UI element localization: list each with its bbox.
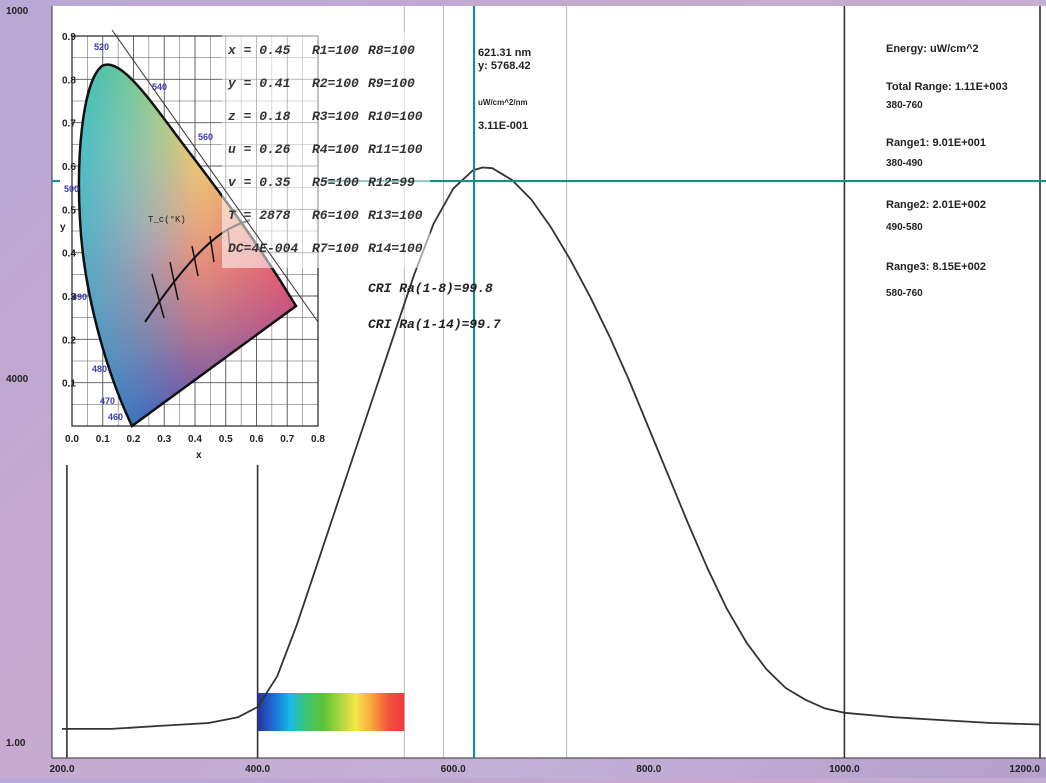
x-tick-label: 400.0 bbox=[245, 764, 270, 775]
cie-y-tick: 0.3 bbox=[62, 292, 76, 303]
cie-param-cell: R1=100 bbox=[312, 43, 359, 58]
cie-axis-ticks: 0.0 0.1 0.2 0.3 0.4 0.5 0.6 0.7 0.8 0.9 0.8 0.7 0.6 0… bbox=[62, 32, 325, 445]
series-group bbox=[62, 166, 1041, 730]
cie-y-tick: 0.1 bbox=[62, 379, 76, 390]
range3: Range3: 8.15E+002 bbox=[886, 261, 986, 273]
cie-param-cell: v = 0.35 bbox=[228, 175, 291, 190]
cie-x-tick: 0.4 bbox=[188, 434, 202, 445]
cursor-readout-line-3: uW/cm^2/nm bbox=[478, 98, 528, 107]
energy-title: Energy: uW/cm^2 bbox=[886, 43, 979, 55]
range1: Range1: 9.01E+001 bbox=[886, 137, 986, 149]
cri-ra-1-8: CRI Ra(1-8)=99.8 bbox=[368, 281, 493, 296]
cie-param-cell: R3=100 bbox=[312, 109, 359, 124]
cie-y-tick: 0.4 bbox=[62, 249, 76, 260]
cie-x-tick: 0.1 bbox=[96, 434, 110, 445]
cie-param-cell: R8=100 bbox=[368, 43, 415, 58]
x-tick-label: 200.0 bbox=[49, 764, 74, 775]
cie-param-cell: R6=100 bbox=[312, 208, 359, 223]
wavelength-label: 490 bbox=[72, 292, 87, 302]
cie-param-cell: y = 0.41 bbox=[227, 76, 290, 91]
energy-panel: Energy: uW/cm^2 Total Range: 1.11E+003 3… bbox=[886, 43, 1008, 299]
cursor-readout-line-4: 3.11E-001 bbox=[478, 120, 528, 132]
cie-x-tick: 0.6 bbox=[250, 434, 264, 445]
cie-ylabel: y bbox=[60, 222, 66, 233]
cie-param-cell: R7=100 bbox=[312, 241, 359, 256]
locus-label: T_c(°K) bbox=[148, 215, 186, 225]
cie-param-cell: T = 2878 bbox=[228, 208, 291, 223]
cie-y-tick: 0.6 bbox=[62, 162, 76, 173]
axes: 200.0 400.0 600.0 800.0 1000.0 1200.0 1000 4000… bbox=[6, 6, 1046, 775]
cie-y-tick: 0.8 bbox=[62, 75, 76, 86]
cie-param-cell: DC=4E-004 bbox=[228, 241, 298, 256]
cie-param-cell: R12=99 bbox=[368, 175, 415, 190]
cri-ra-1-14: CRI Ra(1-14)=99.7 bbox=[368, 317, 501, 332]
wavelength-label: 460 bbox=[108, 412, 123, 422]
cie-param-cell: R13=100 bbox=[368, 208, 423, 223]
cie-y-tick: 0.2 bbox=[62, 335, 76, 346]
cie-xlabel: x bbox=[196, 450, 202, 461]
y-tick-label: 1000 bbox=[6, 6, 29, 17]
cie-param-cell: R10=100 bbox=[368, 109, 423, 124]
cie-x-tick: 0.3 bbox=[157, 434, 171, 445]
x-tick-label: 600.0 bbox=[441, 764, 466, 775]
cursor-readout-line-1: 621.31 nm bbox=[478, 47, 531, 59]
cie-param-cell: x = 0.45 bbox=[227, 43, 291, 58]
total-range: Total Range: 1.11E+003 bbox=[886, 81, 1008, 93]
cie-diagonal bbox=[111, 29, 319, 323]
cie-y-tick: 0.7 bbox=[62, 119, 76, 130]
cie-param-cell: R5=100 bbox=[312, 175, 359, 190]
x-tick-label: 1200.0 bbox=[1009, 764, 1040, 775]
cie-parameters: x = 0.45 R1=100 R8=100 y = 0.41 R2=100 R9=100… bbox=[222, 32, 430, 268]
y-tick-label: 1.00 bbox=[6, 738, 26, 749]
cie-x-tick: 0.8 bbox=[311, 434, 325, 445]
cie-param-cell: R9=100 bbox=[368, 76, 415, 91]
range1-span: 380-490 bbox=[886, 158, 923, 169]
wavelength-label: 520 bbox=[94, 42, 109, 52]
cursor-readout-line-2: y: 5768.42 bbox=[478, 60, 531, 72]
cie-param-cell: R2=100 bbox=[312, 76, 359, 91]
cie-param-cell: R11=100 bbox=[368, 142, 423, 157]
cie-x-tick: 0.7 bbox=[280, 434, 294, 445]
cie-param-cell: R4=100 bbox=[312, 142, 359, 157]
cie-params-bg bbox=[222, 32, 430, 268]
spectrum-series-line bbox=[62, 166, 1041, 730]
cie-x-tick: 0.2 bbox=[127, 434, 141, 445]
wavelength-label: 540 bbox=[152, 82, 167, 92]
visible-spectrum-bar bbox=[257, 693, 405, 731]
cie-y-tick: 0.9 bbox=[62, 32, 76, 43]
cie-param-cell: z = 0.18 bbox=[228, 109, 291, 124]
cie-param-cell: R14=100 bbox=[368, 241, 423, 256]
spectrum-color-bar bbox=[257, 693, 405, 731]
range2: Range2: 2.01E+002 bbox=[886, 199, 986, 211]
wavelength-labels: 520 540 560 500 490 480 470 460 bbox=[64, 42, 213, 422]
cie-y-tick: 0.5 bbox=[62, 205, 76, 216]
wavelength-label: 480 bbox=[92, 364, 107, 374]
total-range-span: 380-760 bbox=[886, 100, 923, 111]
cie-param-cell: u = 0.26 bbox=[228, 142, 291, 157]
wavelength-label: 560 bbox=[198, 132, 213, 142]
x-tick-label: 1000.0 bbox=[829, 764, 860, 775]
x-tick-label: 800.0 bbox=[636, 764, 661, 775]
range3-span: 580-760 bbox=[886, 288, 923, 299]
cie-x-tick: 0.5 bbox=[219, 434, 233, 445]
cursor-readout: 621.31 nm y: 5768.42 uW/cm^2/nm 3.11E-00… bbox=[478, 47, 531, 132]
cie-x-tick: 0.0 bbox=[65, 434, 79, 445]
wavelength-label: 500 bbox=[64, 184, 79, 194]
range2-span: 490-580 bbox=[886, 222, 923, 233]
y-tick-label: 4000 bbox=[6, 374, 29, 385]
wavelength-label: 470 bbox=[100, 396, 115, 406]
